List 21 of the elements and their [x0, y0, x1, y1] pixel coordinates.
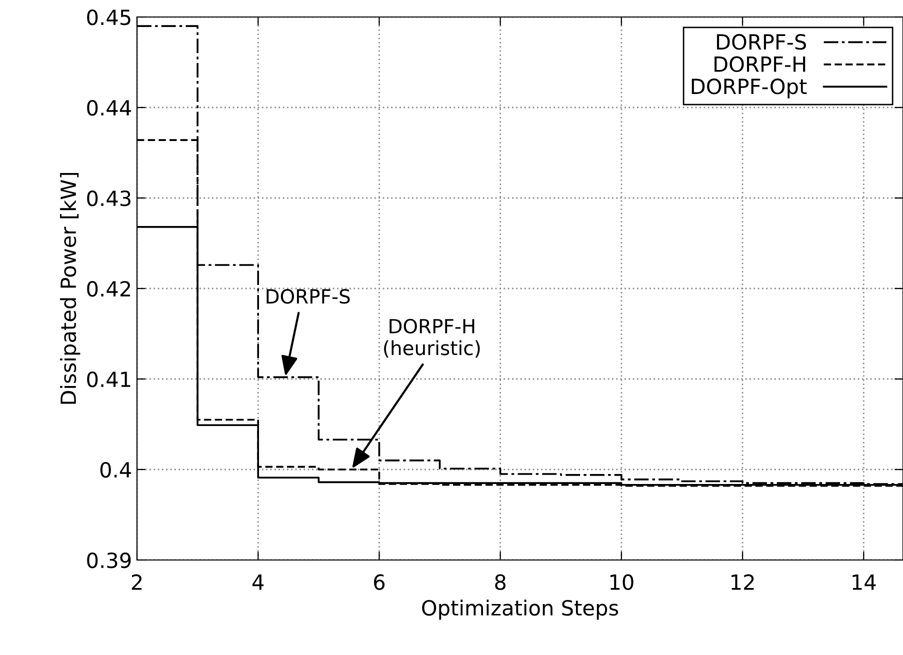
legend-label: DORPF-S	[717, 34, 806, 50]
y-tick-label: 0.45	[87, 9, 130, 26]
x-tick-label: 10	[610, 574, 634, 590]
x-axis-title: Optimization Steps	[422, 600, 618, 620]
x-tick-label: 8	[495, 574, 506, 590]
y-tick-label: 0.4	[100, 462, 131, 478]
y-tick-label: 0.42	[87, 280, 130, 297]
annotation: DORPF-S	[266, 289, 350, 304]
legend-label: DORPF-H	[714, 56, 806, 72]
y-tick-label: 0.39	[87, 552, 131, 568]
y-axis-title: Dissipated Power [kW]	[60, 172, 80, 404]
x-tick-label: 2	[132, 574, 142, 590]
annotation: DORPF-H (heuristic)	[384, 318, 480, 358]
y-tick-label: 0.43	[87, 190, 130, 206]
y-tick-label: 0.41	[87, 371, 130, 388]
legend-label: DORPF-Opt	[692, 78, 807, 98]
x-tick-label: 6	[374, 574, 385, 590]
x-tick-label: 4	[252, 574, 264, 590]
y-tick-label: 0.44	[87, 100, 131, 116]
x-tick-label: 14	[852, 574, 876, 590]
x-tick-label: 12	[732, 574, 754, 590]
